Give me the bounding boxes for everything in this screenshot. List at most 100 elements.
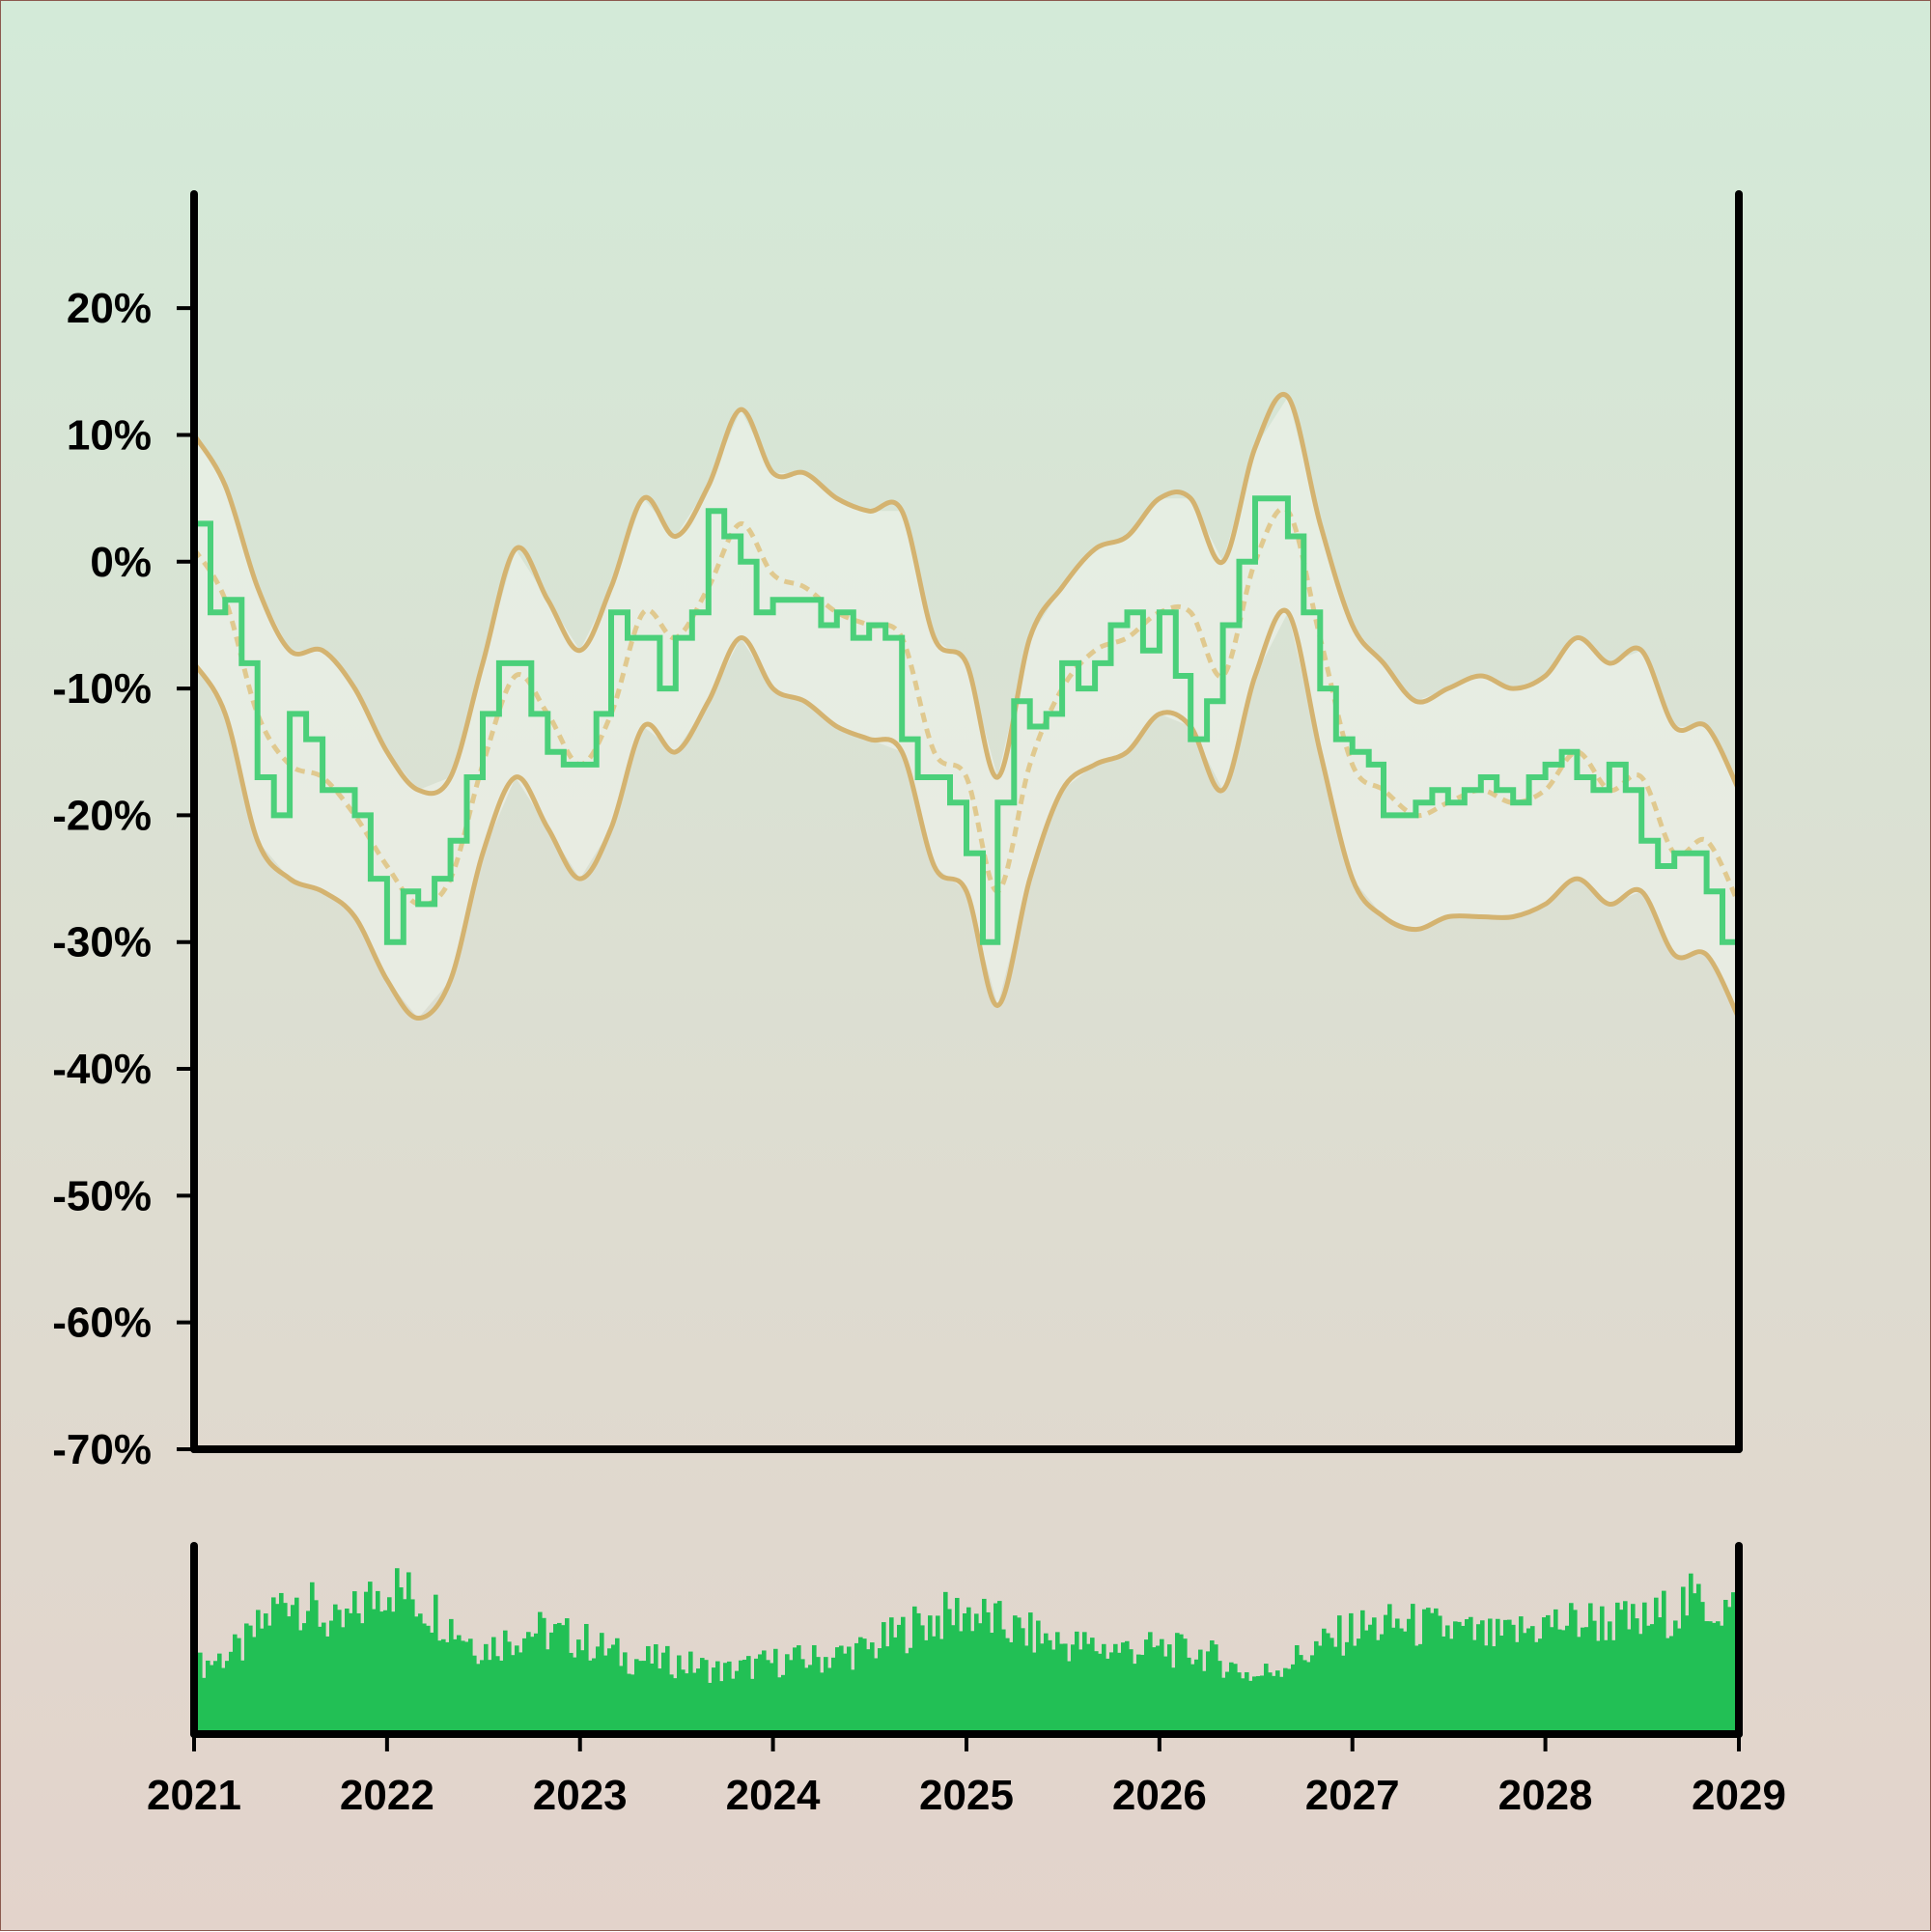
volume-bar — [476, 1664, 481, 1734]
volume-bar — [754, 1658, 759, 1734]
volume-bar — [414, 1616, 419, 1734]
volume-bar — [1638, 1634, 1643, 1734]
volume-bar — [1662, 1590, 1666, 1734]
volume-bar — [1156, 1645, 1161, 1734]
volume-bar — [1252, 1676, 1257, 1734]
upper-band-line — [191, 392, 1742, 797]
volume-bar — [1082, 1632, 1087, 1734]
volume-bar — [1078, 1649, 1083, 1734]
volume-bar — [302, 1623, 307, 1734]
volume-bar — [1492, 1646, 1497, 1734]
volume-bar — [1469, 1616, 1473, 1734]
volume-bar — [1368, 1624, 1373, 1734]
volume-bar — [1337, 1615, 1342, 1734]
volume-bar — [592, 1658, 597, 1734]
volume-bar — [993, 1603, 998, 1734]
volume-bar — [1260, 1675, 1265, 1734]
volume-bar — [310, 1582, 315, 1734]
volume-bar — [1048, 1639, 1052, 1734]
volume-bar — [383, 1610, 388, 1734]
volume-bar — [1565, 1625, 1570, 1734]
volume-bar — [827, 1667, 832, 1734]
volume-bar — [1299, 1655, 1303, 1734]
volume-bar — [1341, 1655, 1346, 1734]
volume-bar — [735, 1670, 740, 1734]
volume-bar — [464, 1641, 469, 1734]
volume-bar — [1488, 1618, 1493, 1734]
volume-bar — [418, 1613, 423, 1734]
volume-bar — [294, 1597, 299, 1734]
volume-bar — [449, 1618, 454, 1734]
volume-bar — [206, 1660, 210, 1734]
volume-bar — [978, 1623, 983, 1734]
volume-bar — [233, 1634, 238, 1734]
x-tick-label: 2022 — [340, 1772, 434, 1819]
volume-bar — [974, 1613, 979, 1734]
volume-bar — [406, 1572, 411, 1734]
volume-bar — [1059, 1643, 1064, 1734]
volume-bar — [1716, 1621, 1721, 1734]
volume-bar — [538, 1611, 543, 1734]
volume-bar — [1051, 1649, 1056, 1734]
volume-bar — [951, 1625, 956, 1734]
volume-bar — [1623, 1601, 1628, 1734]
volume-bar — [395, 1568, 400, 1734]
volume-bar — [704, 1660, 709, 1734]
volume-bar — [1499, 1636, 1504, 1734]
volume-bar — [1198, 1649, 1203, 1734]
volume-bar — [422, 1623, 427, 1734]
volume-bar — [1619, 1610, 1624, 1734]
volume-bar — [789, 1660, 794, 1734]
volume-bar — [345, 1609, 350, 1734]
volume-bar — [1608, 1621, 1612, 1734]
volume-bar — [1712, 1622, 1717, 1734]
volume-bar — [1600, 1606, 1605, 1734]
volume-bar — [410, 1599, 415, 1734]
volume-bar — [306, 1610, 311, 1734]
volume-bar — [708, 1682, 713, 1734]
volume-bar — [561, 1625, 566, 1734]
volume-bar — [1704, 1621, 1709, 1734]
volume-bar — [1291, 1664, 1296, 1734]
volume-bar — [283, 1603, 288, 1734]
volume-bar — [731, 1678, 736, 1734]
volume-bar — [333, 1604, 338, 1734]
volume-bar — [955, 1597, 960, 1734]
volume-bar — [252, 1637, 257, 1734]
volume-bar — [352, 1591, 357, 1734]
volume-bar — [797, 1645, 801, 1734]
volume-bar — [669, 1674, 674, 1734]
volume-bar — [298, 1630, 303, 1734]
volume-bar — [623, 1652, 628, 1734]
volume-bar — [1117, 1652, 1122, 1734]
volume-bar — [1225, 1671, 1230, 1734]
volume-bar — [1144, 1639, 1149, 1734]
band-fill — [194, 397, 1739, 1019]
volume-bar — [248, 1625, 253, 1734]
volume-bar — [1476, 1624, 1481, 1734]
volume-bar — [909, 1647, 913, 1734]
volume-bar — [379, 1611, 384, 1734]
volume-bar — [1028, 1612, 1033, 1734]
volume-bar — [1380, 1634, 1385, 1734]
volume-bar — [1584, 1627, 1589, 1734]
volume-bar — [893, 1637, 898, 1734]
volume-bar — [685, 1673, 689, 1734]
volume-bar — [1530, 1626, 1535, 1734]
volume-bar — [1615, 1602, 1620, 1734]
volume-bar — [1395, 1618, 1400, 1734]
volume-bar — [1063, 1643, 1068, 1734]
volume-bar — [468, 1638, 473, 1734]
volume-bar — [580, 1650, 585, 1734]
volume-bar — [1569, 1603, 1574, 1734]
volume-bar — [1685, 1615, 1690, 1734]
volume-bar — [966, 1607, 971, 1734]
volume-bar — [970, 1631, 975, 1734]
volume-bar — [1302, 1660, 1307, 1734]
volume-bar — [1465, 1619, 1469, 1734]
x-tick-label: 2021 — [147, 1772, 241, 1819]
volume-bar — [221, 1667, 226, 1734]
volume-bar — [437, 1640, 442, 1734]
volume-bar — [518, 1652, 523, 1734]
volume-bar — [457, 1635, 462, 1734]
